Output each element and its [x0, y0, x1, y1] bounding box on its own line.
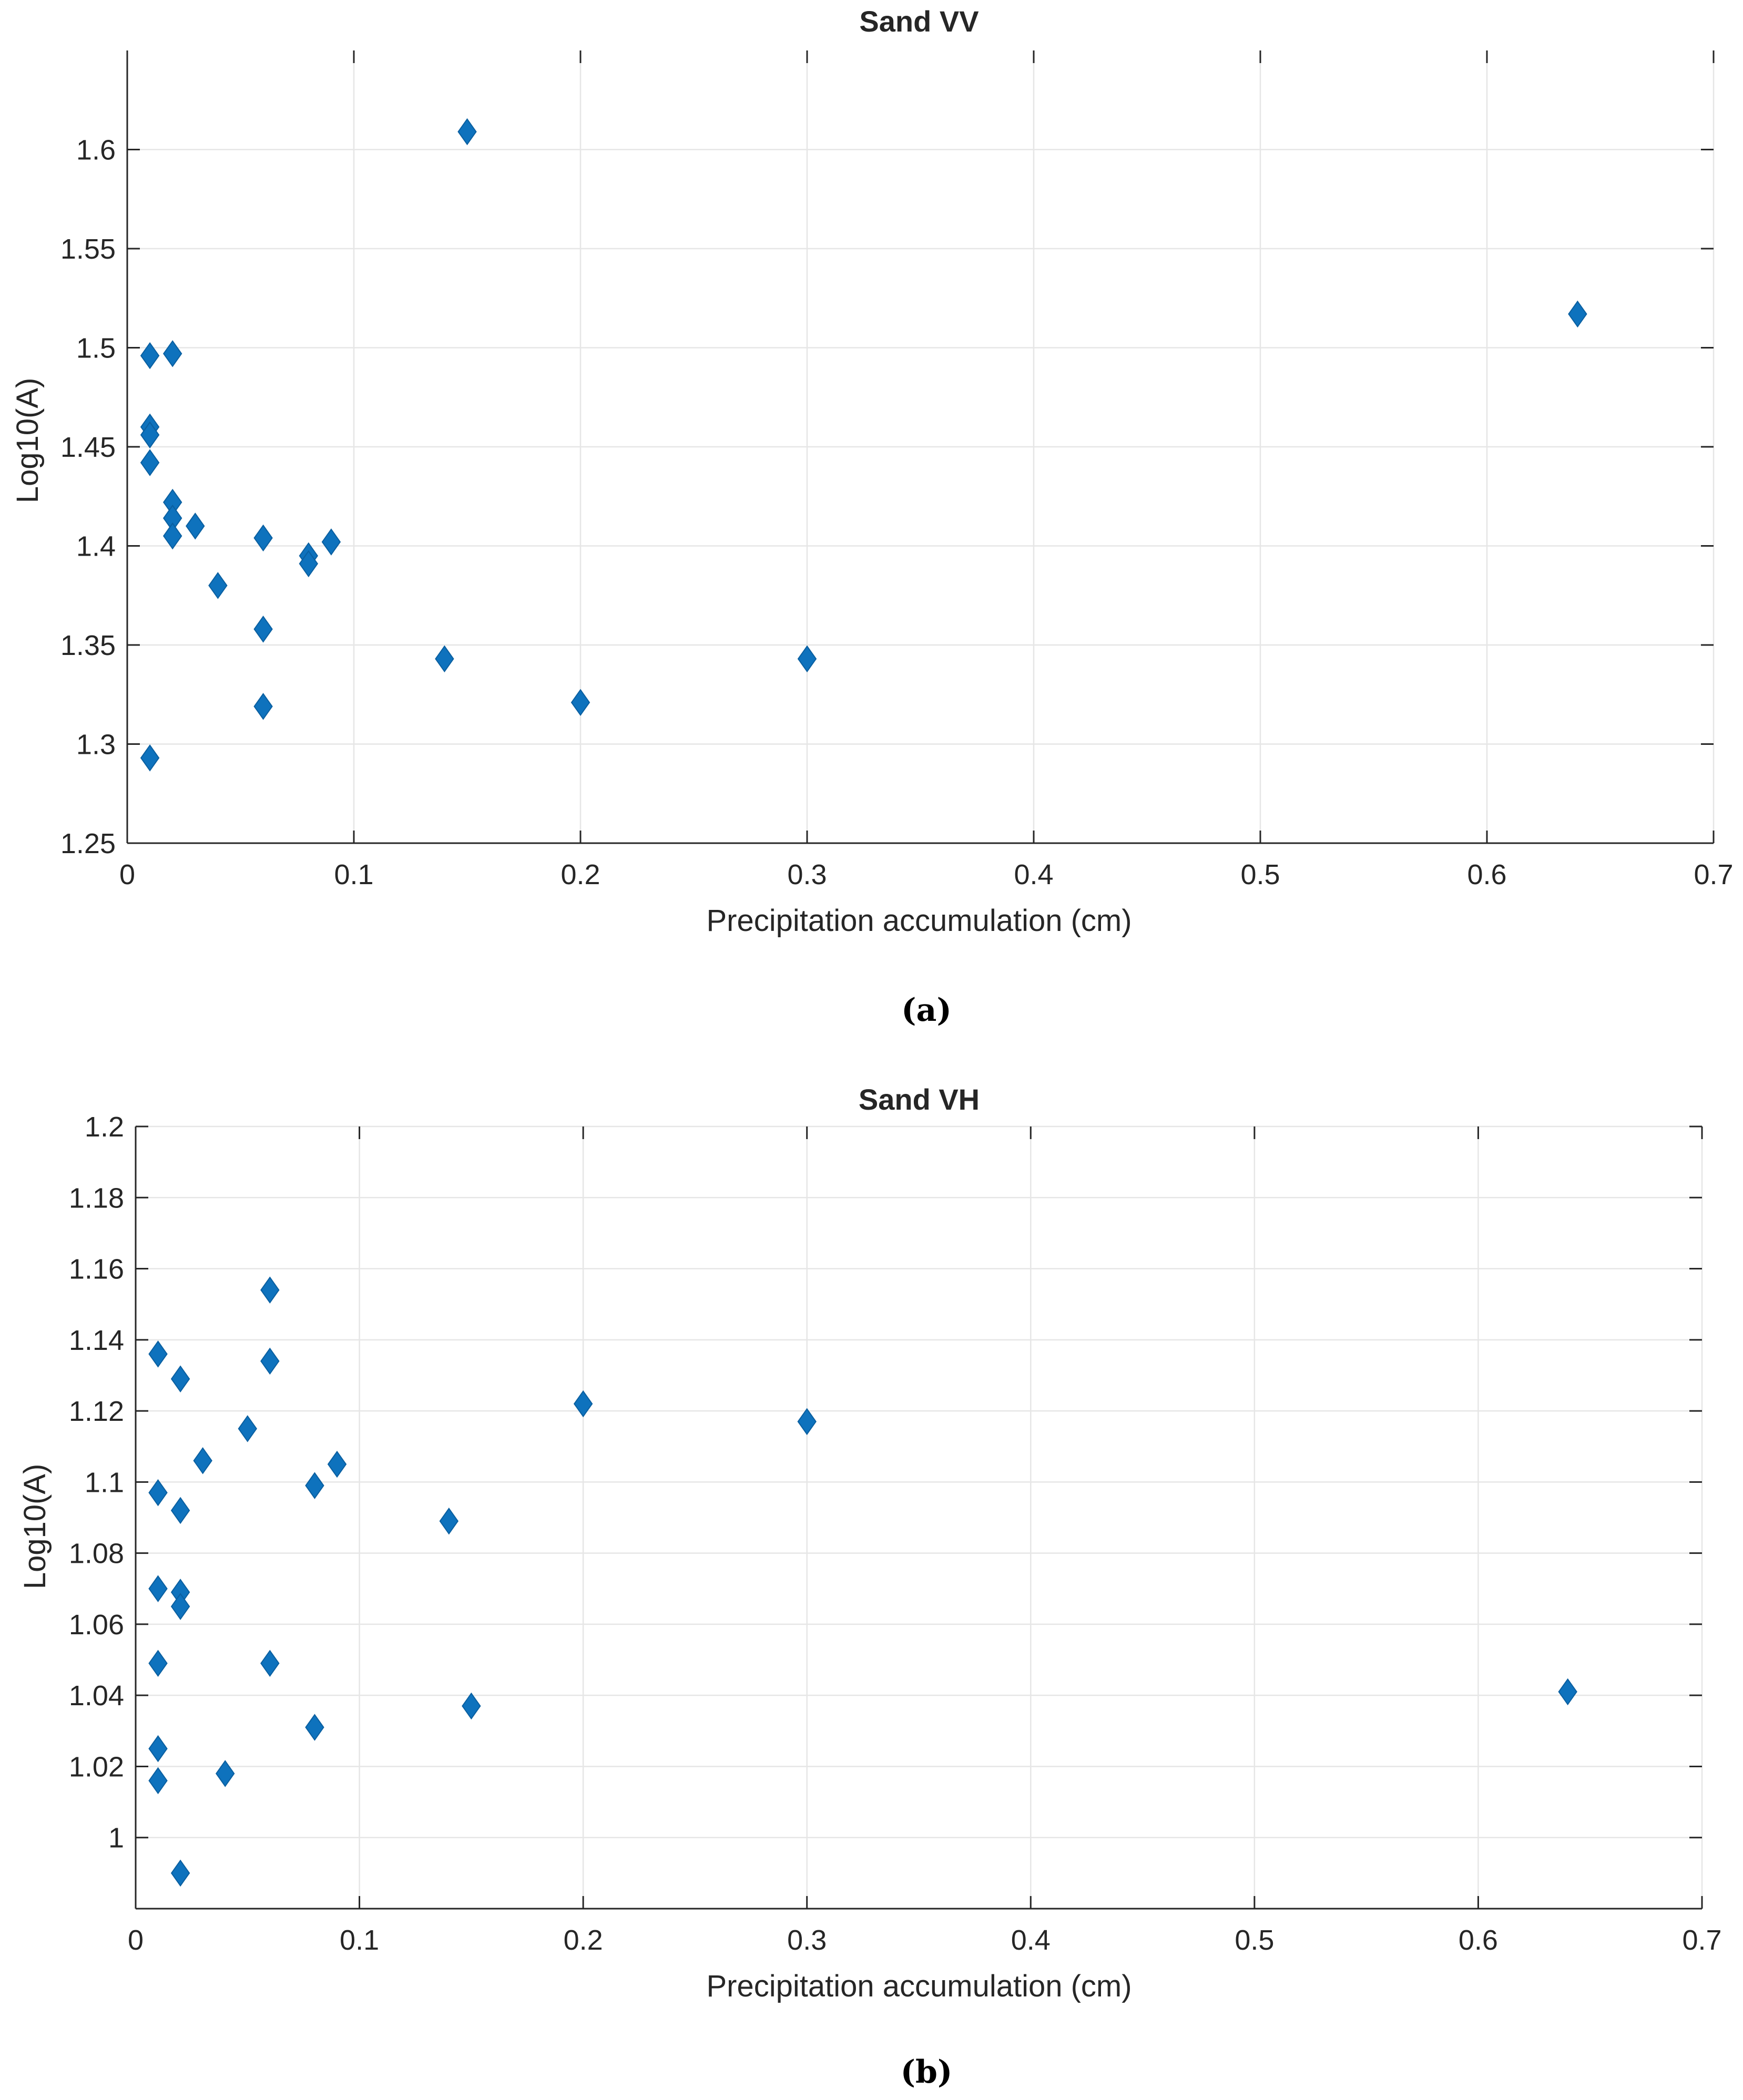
x-tick-label: 0.2: [564, 1924, 603, 1956]
x-tick-label: 0: [119, 859, 135, 890]
data-point: [305, 1714, 324, 1741]
y-tick-label: 1.12: [69, 1396, 124, 1427]
x-tick-label: 0.5: [1235, 1924, 1274, 1956]
x-tick-label: 0.7: [1694, 859, 1733, 890]
data-point: [327, 1450, 347, 1478]
tick-labels: 0 0.1 0.2 0.3 0.4 0.5 0.6 0.7 1 1.02 1.04 1.06 1.08 1…: [69, 1111, 1722, 1956]
data-point: [238, 1415, 258, 1442]
y-tick-label: 1.35: [60, 630, 116, 661]
y-tick-label: 1.06: [69, 1609, 124, 1641]
axes-box: [126, 50, 1715, 844]
data-point: [797, 1408, 817, 1436]
data-point: [148, 1650, 168, 1677]
x-tick-label: 0: [128, 1924, 144, 1956]
y-tick-label: 1.14: [69, 1325, 124, 1356]
data-point: [260, 1347, 280, 1375]
data-point: [299, 550, 319, 578]
data-point: [186, 513, 205, 540]
data-point: [253, 693, 273, 720]
chart-title: Sand VV: [859, 5, 978, 38]
x-tick-label: 0.1: [340, 1924, 379, 1956]
data-point: [208, 572, 228, 599]
x-tick-label: 0.4: [1014, 859, 1053, 890]
data-point: [148, 1340, 168, 1368]
y-tick-label: 1.5: [76, 333, 116, 364]
y-tick-label: 1.16: [69, 1254, 124, 1285]
y-tick-label: 1.6: [76, 135, 116, 166]
data-point: [1558, 1678, 1577, 1706]
panel-caption: (b): [901, 2054, 953, 2091]
y-tick-label: 1.08: [69, 1538, 124, 1570]
data-point: [435, 645, 454, 673]
data-point: [260, 1276, 280, 1304]
data-point: [140, 744, 160, 772]
y-tick-label: 1.18: [69, 1182, 124, 1214]
x-tick-label: 0.6: [1467, 859, 1506, 890]
data-point: [439, 1508, 459, 1535]
data-point: [148, 1767, 168, 1795]
x-tick-label: 0.7: [1682, 1924, 1721, 1956]
x-tick-label: 0.3: [787, 1924, 827, 1956]
data-point: [253, 524, 273, 552]
data-point: [797, 645, 817, 673]
data-point: [216, 1760, 235, 1787]
y-tick-label: 1.25: [60, 828, 116, 859]
scatter-points: [140, 118, 1587, 772]
x-tick-label: 0.4: [1011, 1924, 1051, 1956]
grid-lines: [126, 50, 1715, 844]
y-tick-label: 1.55: [60, 233, 116, 265]
data-point: [148, 1575, 168, 1603]
data-point: [140, 342, 160, 370]
chart-title: Sand VH: [859, 1083, 980, 1116]
data-point: [140, 421, 160, 449]
data-point: [170, 1365, 190, 1392]
data-point: [570, 689, 590, 716]
data-point: [162, 522, 182, 550]
x-tick-label: 0.5: [1240, 859, 1280, 890]
data-point: [170, 1593, 190, 1620]
chart-panel-b: 0 0.1 0.2 0.3 0.4 0.5 0.6 0.7 1 1.02 1.04 1.06 1.08 1…: [18, 1083, 1722, 2091]
y-tick-label: 1.04: [69, 1680, 124, 1712]
y-tick-label: 1.2: [85, 1111, 124, 1143]
x-axis-label: Precipitation accumulation (cm): [706, 904, 1132, 938]
x-axis-label: Precipitation accumulation (cm): [706, 1969, 1132, 2003]
y-tick-label: 1.45: [60, 432, 116, 463]
y-axis-label: Log10(A): [18, 1464, 52, 1590]
axes-box: [135, 1125, 1703, 1910]
data-point: [321, 528, 341, 556]
data-point: [170, 1497, 190, 1524]
y-tick-label: 1: [108, 1822, 124, 1854]
x-tick-label: 0.1: [334, 859, 373, 890]
y-tick-label: 1.02: [69, 1751, 124, 1783]
data-point: [140, 449, 160, 476]
data-point: [573, 1390, 593, 1418]
x-tick-label: 0.3: [787, 859, 827, 890]
x-tick-label: 0.2: [560, 859, 600, 890]
data-point: [148, 1479, 168, 1507]
chart-panel-a: 0 0.1 0.2 0.3 0.4 0.5 0.6 0.7 1.25 1.3 1.35 1.4 1.45…: [11, 5, 1734, 1029]
data-point: [462, 1692, 481, 1720]
data-point: [1568, 300, 1587, 328]
scatter-points: [148, 1276, 1577, 1887]
tick-labels: 0 0.1 0.2 0.3 0.4 0.5 0.6 0.7 1.25 1.3 1.35 1.4 1.45…: [60, 135, 1734, 891]
y-tick-label: 1.1: [85, 1467, 124, 1498]
data-point: [260, 1650, 280, 1677]
data-point: [193, 1447, 212, 1474]
panel-caption: (a): [901, 992, 952, 1029]
data-point: [148, 1735, 168, 1763]
y-tick-label: 1.3: [76, 729, 116, 761]
y-axis-label: Log10(A): [11, 378, 45, 504]
data-point: [305, 1472, 324, 1499]
data-point: [170, 1859, 190, 1887]
data-point: [457, 118, 477, 146]
grid-lines: [135, 1125, 1703, 1909]
x-tick-label: 0.6: [1459, 1924, 1498, 1956]
data-point: [162, 340, 182, 367]
data-point: [253, 616, 273, 643]
y-tick-label: 1.4: [76, 531, 116, 562]
